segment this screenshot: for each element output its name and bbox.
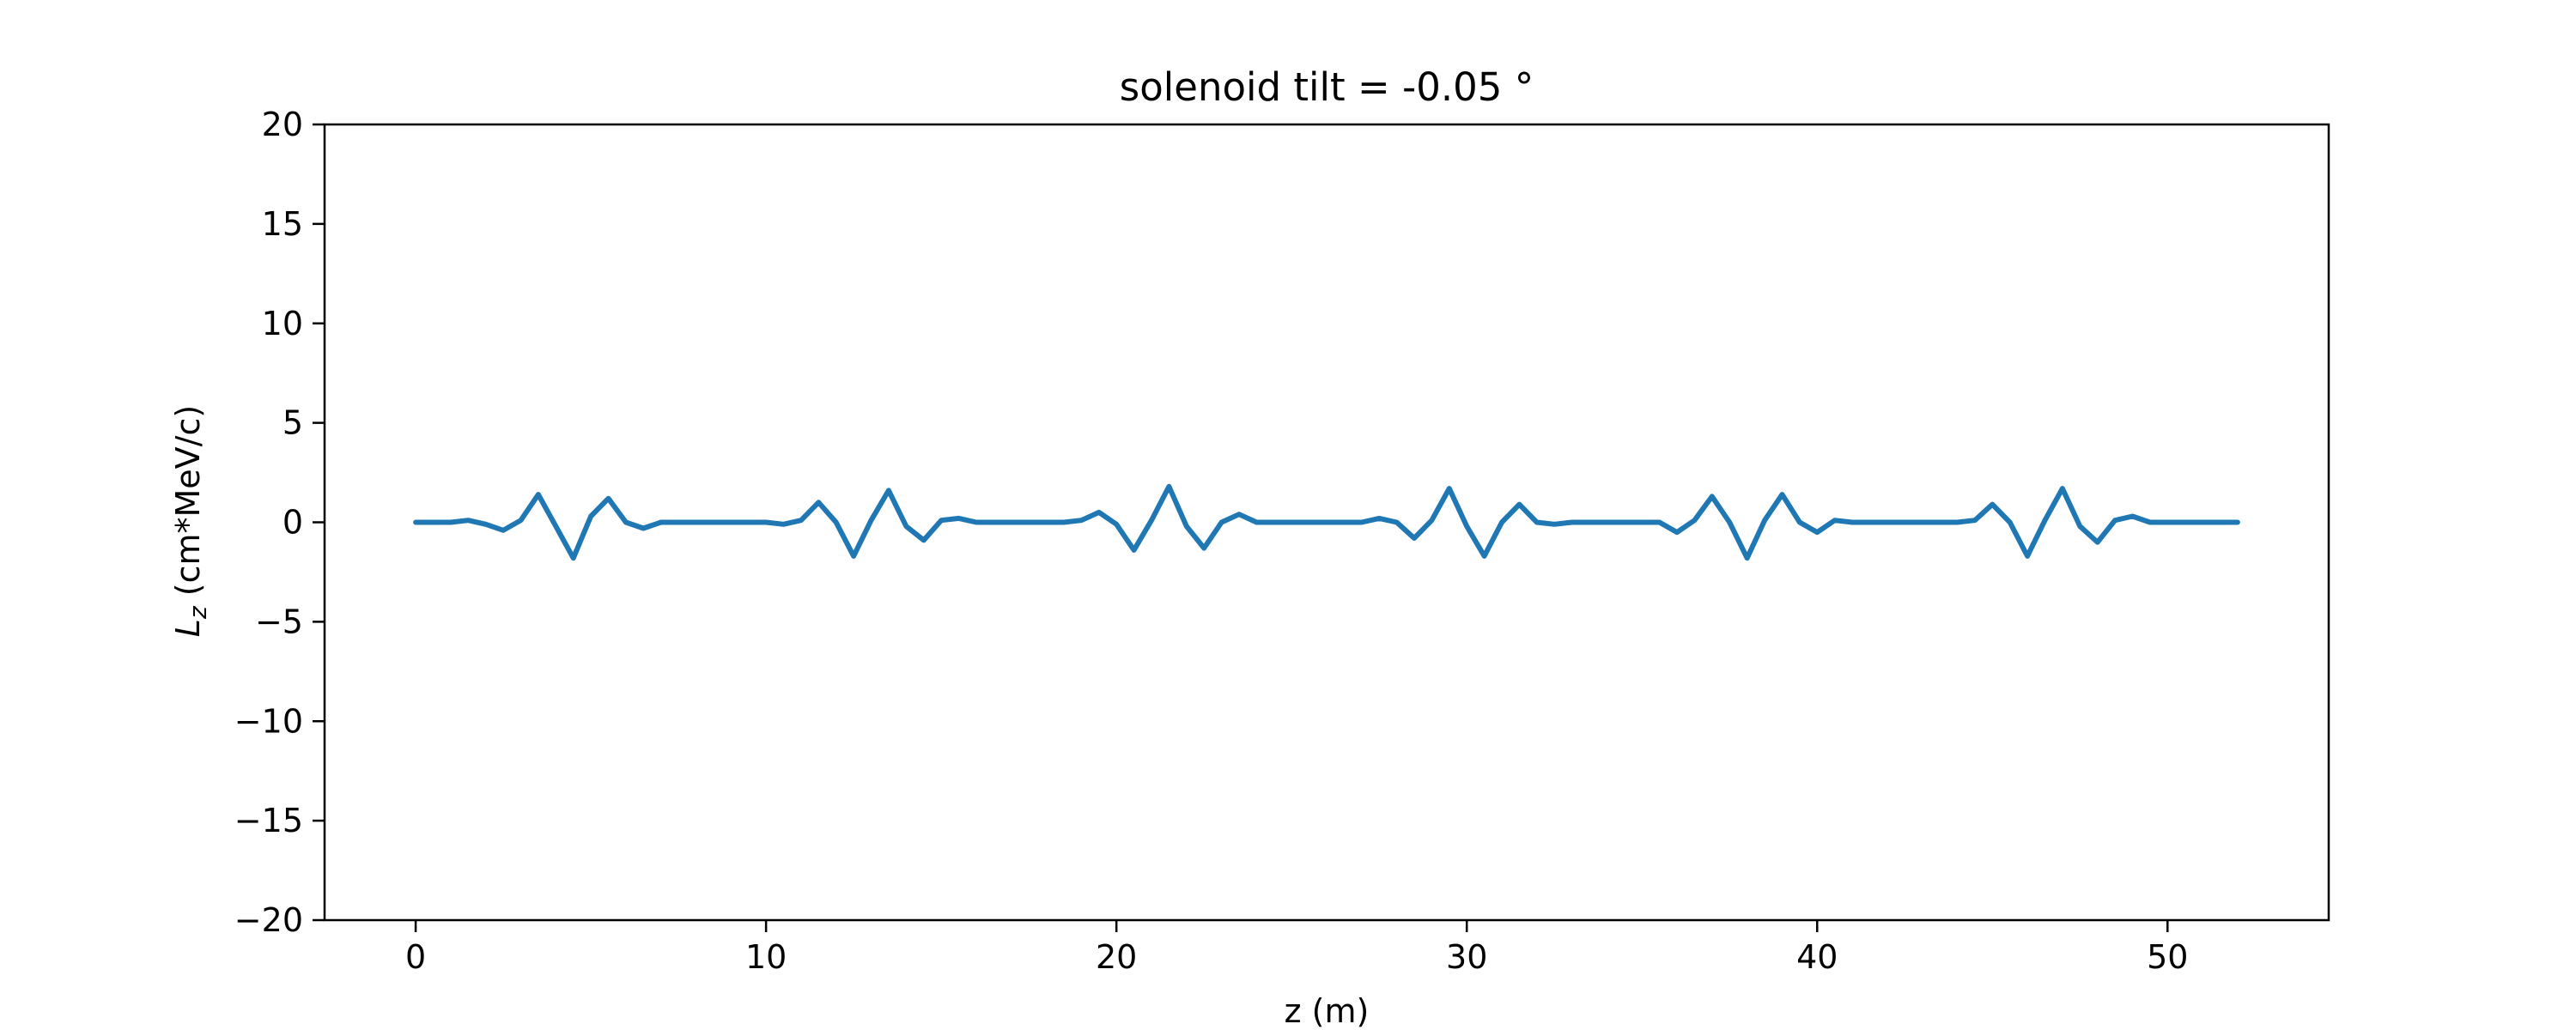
x-tick-label: 10 <box>745 938 787 976</box>
x-tick-label: 0 <box>405 938 426 976</box>
x-tick-label: 40 <box>1796 938 1838 976</box>
y-axis-label: Lz (cm*MeV/c) <box>169 405 212 637</box>
y-tick-label: 10 <box>262 305 303 342</box>
x-axis-label: z (m) <box>1285 992 1370 1030</box>
y-axis-label-subscript: z <box>184 605 212 620</box>
chart-title: solenoid tilt = -0.05 ° <box>1120 64 1534 110</box>
y-tick-label: −15 <box>234 802 303 839</box>
x-axis-ticks: 0 10 20 30 40 50 <box>405 920 2188 976</box>
y-axis-label-symbol: L <box>169 619 207 637</box>
axes-frame <box>323 123 2330 922</box>
x-tick-label: 50 <box>2147 938 2188 976</box>
y-tick-label: 5 <box>283 404 303 442</box>
series-line <box>413 483 2240 561</box>
y-axis-label-units: (cm*MeV/c) <box>169 405 207 596</box>
y-axis-label-spacer <box>169 596 207 606</box>
y-tick-label: −5 <box>255 603 303 640</box>
y-tick-label: −10 <box>234 702 303 740</box>
y-tick-label: 0 <box>283 504 303 542</box>
plot-area <box>413 483 2240 561</box>
x-tick-label: 30 <box>1446 938 1487 976</box>
y-tick-label: −20 <box>234 901 303 939</box>
y-tick-label: 20 <box>262 106 303 143</box>
x-tick-label: 20 <box>1096 938 1137 976</box>
y-tick-label: 15 <box>262 205 303 243</box>
y-axis-ticks: −20 −15 −10 −5 0 5 10 15 20 <box>234 106 325 939</box>
